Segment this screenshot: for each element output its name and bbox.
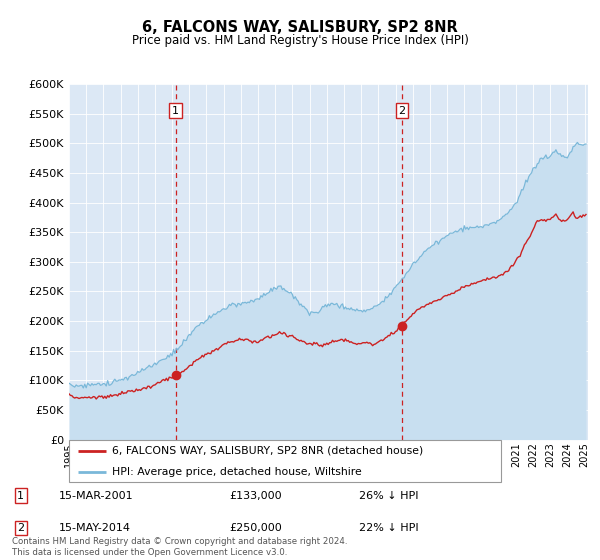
Text: 2: 2 [398,106,406,116]
Text: 1: 1 [172,106,179,116]
Text: 6, FALCONS WAY, SALISBURY, SP2 8NR (detached house): 6, FALCONS WAY, SALISBURY, SP2 8NR (deta… [112,446,424,456]
FancyBboxPatch shape [69,440,501,482]
Text: Contains HM Land Registry data © Crown copyright and database right 2024.
This d: Contains HM Land Registry data © Crown c… [12,537,347,557]
Text: HPI: Average price, detached house, Wiltshire: HPI: Average price, detached house, Wilt… [112,468,362,477]
Text: 2: 2 [17,523,24,533]
Text: £250,000: £250,000 [229,523,282,533]
Text: 6, FALCONS WAY, SALISBURY, SP2 8NR: 6, FALCONS WAY, SALISBURY, SP2 8NR [142,20,458,35]
Text: 22% ↓ HPI: 22% ↓ HPI [359,523,418,533]
Text: Price paid vs. HM Land Registry's House Price Index (HPI): Price paid vs. HM Land Registry's House … [131,34,469,46]
Text: 1: 1 [17,491,24,501]
Text: 15-MAY-2014: 15-MAY-2014 [59,523,131,533]
Text: 26% ↓ HPI: 26% ↓ HPI [359,491,418,501]
Text: £133,000: £133,000 [229,491,282,501]
Text: 15-MAR-2001: 15-MAR-2001 [59,491,134,501]
